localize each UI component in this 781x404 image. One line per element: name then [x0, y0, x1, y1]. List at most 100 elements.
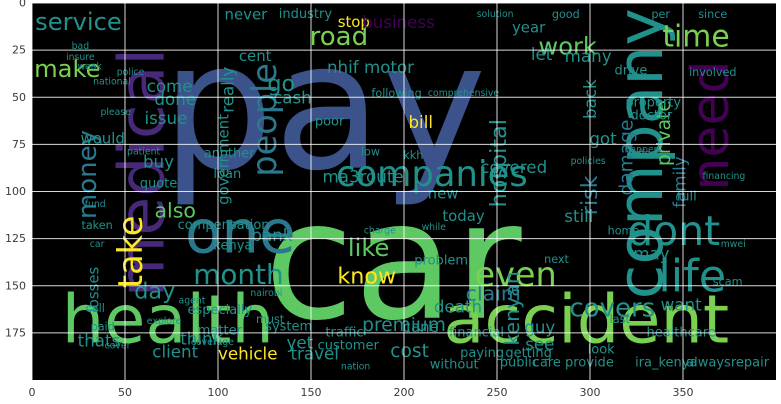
- word-yet: yet: [286, 332, 313, 352]
- word-stop: stop: [338, 13, 370, 31]
- word-ira-kenya: ira_kenya: [635, 356, 697, 371]
- word-covers: covers: [569, 293, 655, 323]
- word-one: one: [185, 198, 296, 267]
- word-want: want: [661, 295, 702, 315]
- word-losses: losses: [84, 266, 102, 312]
- word-look: look: [588, 342, 616, 357]
- word-medical: medical: [105, 48, 179, 297]
- word-matter: matter: [198, 323, 243, 338]
- word-see: see: [525, 334, 554, 354]
- y-tick-label: 50: [12, 91, 26, 104]
- word-kkh: kkh: [403, 149, 423, 162]
- word-without: without: [430, 357, 479, 372]
- word-must: must: [256, 313, 285, 326]
- word-agent: agent: [179, 295, 206, 306]
- x-tick-label: 300: [580, 386, 601, 399]
- word-car: car: [264, 166, 522, 357]
- word-come: come: [147, 76, 193, 96]
- y-tick-label: 150: [5, 279, 26, 292]
- word-explore: explore: [147, 316, 182, 327]
- word-life: life: [658, 250, 726, 302]
- word-travel: travel: [291, 344, 339, 364]
- word-good: good: [552, 8, 580, 21]
- word-got: got: [589, 129, 617, 149]
- word-doctor: doctor: [631, 109, 673, 124]
- word-dont: dont: [627, 207, 720, 255]
- word-never: never: [225, 5, 269, 23]
- word-new: new: [428, 184, 459, 202]
- word-care-provide: care provide: [533, 356, 614, 371]
- word-getting: getting: [505, 346, 552, 361]
- grid-lines: [31, 2, 776, 380]
- y-tick-label: 75: [12, 138, 26, 151]
- word-people: people: [245, 63, 284, 177]
- word-problem: problem: [414, 254, 468, 269]
- word-nairobi: nairobi: [250, 288, 282, 299]
- word-car: car: [90, 239, 105, 250]
- word-hospital: hospital: [486, 119, 512, 207]
- word-today: today: [442, 207, 485, 225]
- word-many: many: [565, 46, 612, 66]
- word-think: think: [180, 329, 222, 349]
- word-drive: drive: [614, 63, 647, 78]
- y-tick-label: 0: [19, 0, 26, 10]
- word-insure: insure: [66, 52, 95, 63]
- y-tick-label: 25: [12, 44, 26, 57]
- word-vehicle: vehicle: [218, 344, 277, 364]
- word-company: company: [603, 8, 677, 299]
- x-tick-label: 250: [487, 386, 508, 399]
- word-go: go: [267, 71, 295, 97]
- word-health: health: [62, 281, 274, 359]
- word-family: family: [669, 156, 689, 208]
- word-taken: taken: [81, 219, 112, 232]
- word-another: another: [204, 146, 255, 161]
- word-national: national: [93, 77, 131, 88]
- word-ma3route: ma3route: [322, 166, 403, 186]
- word-affect: affect: [633, 148, 660, 159]
- word-covered: covered: [480, 157, 547, 177]
- word-day: day: [134, 278, 175, 304]
- word-loan: loan: [213, 167, 241, 182]
- word-quote: quote: [140, 176, 178, 191]
- word-low: low: [361, 145, 380, 158]
- word-system: system: [265, 320, 312, 335]
- x-axis: 0 50 100 150 200 250 300 350: [29, 386, 694, 399]
- word-make: make: [34, 55, 100, 83]
- word-buy: buy: [143, 151, 174, 171]
- word-poor: poor: [315, 114, 345, 129]
- y-tick-label: 125: [5, 232, 26, 245]
- word-last: last: [610, 313, 631, 326]
- word-let: let: [531, 44, 553, 64]
- word-following: following: [371, 87, 421, 100]
- y-tick-label: 100: [5, 185, 26, 198]
- word-bad: bad: [72, 41, 90, 52]
- word-call: call: [86, 302, 105, 315]
- y-tick-label: 175: [5, 326, 26, 339]
- word-paying: paying: [460, 346, 504, 361]
- word-would: would: [81, 130, 125, 148]
- word-full: full: [677, 190, 697, 205]
- word-work: work: [538, 32, 597, 60]
- word-done: done: [154, 89, 196, 109]
- word-home: home: [608, 225, 640, 238]
- word-alwaysrepair: alwaysrepair: [686, 356, 770, 371]
- word-may: may: [633, 244, 669, 264]
- word-business: business: [362, 12, 435, 32]
- word-public: public: [500, 356, 539, 371]
- word-while: while: [422, 222, 447, 233]
- x-tick-label: 200: [394, 386, 415, 399]
- x-tick-label: 150: [301, 386, 322, 399]
- word-industry: industry: [279, 7, 333, 22]
- word-really: really: [217, 67, 237, 113]
- word-fund: fund: [85, 199, 106, 210]
- word-please: please: [100, 107, 131, 118]
- word-service: service: [35, 8, 122, 36]
- word-time: time: [662, 19, 729, 54]
- word-since: since: [698, 8, 727, 21]
- word-happen: happen: [625, 145, 660, 156]
- word-customer: customer: [318, 339, 380, 354]
- word-companies: companies: [336, 154, 528, 195]
